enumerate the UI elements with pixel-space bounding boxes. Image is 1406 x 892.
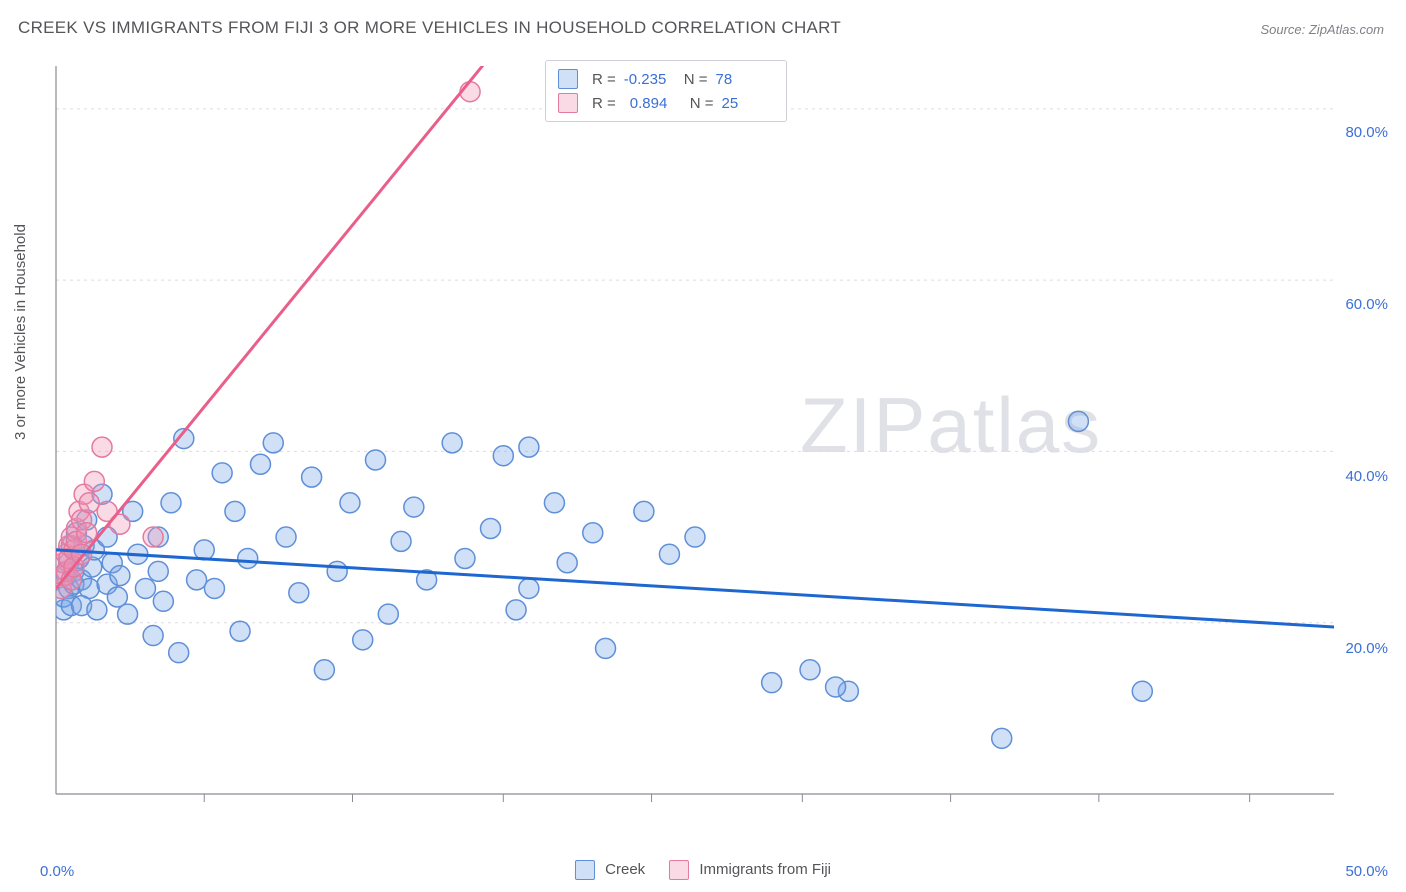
- y-axis-label: 3 or more Vehicles in Household: [12, 224, 29, 440]
- corr-row-creek: R = -0.235 N = 78: [558, 67, 774, 91]
- legend-swatch-fiji: [669, 860, 689, 880]
- corr-n-creek: 78: [716, 71, 768, 88]
- legend-label-creek: Creek: [605, 861, 645, 878]
- corr-swatch-creek: [558, 69, 578, 89]
- ytick-20: 20.0%: [1345, 640, 1388, 657]
- correlation-legend: R = -0.235 N = 78 R = 0.894 N = 25: [545, 60, 787, 122]
- scatter-chart: [48, 58, 1382, 828]
- ytick-40: 40.0%: [1345, 468, 1388, 485]
- source-credit: Source: ZipAtlas.com: [1260, 22, 1384, 37]
- xtick-50: 50.0%: [1345, 863, 1388, 880]
- legend-item-creek: Creek: [575, 860, 645, 880]
- ytick-60: 60.0%: [1345, 296, 1388, 313]
- bottom-legend: Creek Immigrants from Fiji: [575, 860, 831, 880]
- legend-swatch-creek: [575, 860, 595, 880]
- corr-row-fiji: R = 0.894 N = 25: [558, 91, 774, 115]
- chart-title: CREEK VS IMMIGRANTS FROM FIJI 3 OR MORE …: [18, 18, 841, 38]
- legend-item-fiji: Immigrants from Fiji: [669, 860, 831, 880]
- xtick-0: 0.0%: [40, 863, 74, 880]
- legend-label-fiji: Immigrants from Fiji: [699, 861, 831, 878]
- corr-swatch-fiji: [558, 93, 578, 113]
- corr-n-fiji: 25: [722, 95, 774, 112]
- ytick-80: 80.0%: [1345, 124, 1388, 141]
- corr-r-fiji: 0.894: [624, 95, 682, 112]
- corr-r-creek: -0.235: [624, 71, 676, 88]
